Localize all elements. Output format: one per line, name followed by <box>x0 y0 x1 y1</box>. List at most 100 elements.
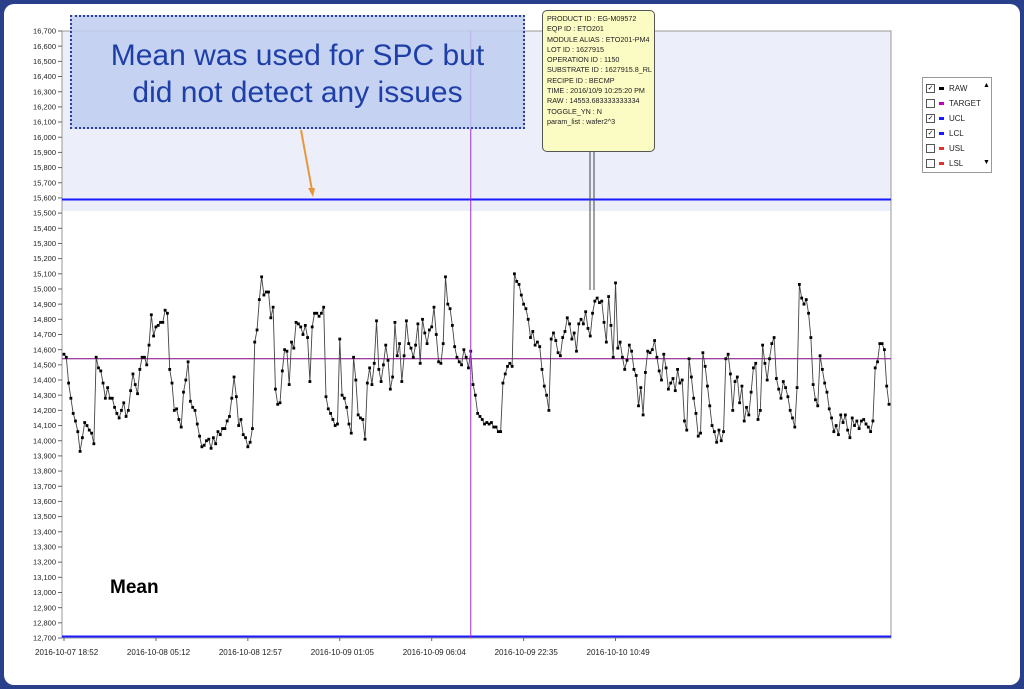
raw-point <box>558 354 562 358</box>
legend-checkbox[interactable]: ✓ <box>926 114 935 123</box>
raw-point <box>448 307 452 311</box>
legend: ✓ RAW TARGET ✓ UCL ✓ LCL USL LSL ▲ ▼ <box>922 77 992 173</box>
y-tick-label: 16,600 <box>33 42 56 51</box>
legend-checkbox[interactable] <box>926 144 935 153</box>
raw-point <box>175 407 178 411</box>
raw-point <box>85 424 89 427</box>
raw-point <box>809 336 813 339</box>
raw-point <box>253 340 257 344</box>
raw-point <box>542 384 546 388</box>
raw-point <box>168 368 172 371</box>
raw-point <box>552 331 555 335</box>
raw-point <box>400 380 404 383</box>
raw-point <box>747 413 751 417</box>
raw-point <box>857 427 861 430</box>
raw-point <box>517 283 521 286</box>
raw-point <box>471 383 475 386</box>
legend-checkbox[interactable] <box>926 159 935 168</box>
raw-point <box>710 424 714 427</box>
raw-point <box>239 418 243 421</box>
raw-point <box>274 387 277 391</box>
raw-point <box>600 299 604 303</box>
scroll-down-icon[interactable]: ▼ <box>983 159 990 166</box>
raw-point <box>685 428 689 432</box>
raw-point <box>588 334 592 338</box>
raw-point <box>515 279 519 283</box>
raw-point <box>726 352 730 356</box>
raw-point <box>839 413 843 417</box>
legend-checkbox[interactable]: ✓ <box>926 84 935 93</box>
raw-point <box>570 337 574 341</box>
raw-point <box>455 355 459 359</box>
raw-point <box>503 372 507 376</box>
raw-point <box>529 336 532 339</box>
raw-point <box>614 281 617 285</box>
x-tick-label: 2016-10-08 05:12 <box>127 648 191 657</box>
y-tick-label: 16,700 <box>33 27 56 36</box>
raw-point <box>441 342 445 346</box>
raw-point <box>172 408 176 412</box>
raw-point <box>170 381 174 385</box>
y-tick-label: 15,900 <box>33 148 56 157</box>
raw-point <box>331 418 335 421</box>
raw-point <box>827 407 831 411</box>
legend-item-lcl[interactable]: ✓ LCL <box>926 126 988 141</box>
raw-point <box>195 422 199 426</box>
legend-checkbox[interactable]: ✓ <box>926 129 935 138</box>
raw-point <box>262 293 266 297</box>
raw-point <box>237 424 241 427</box>
raw-point <box>565 316 569 320</box>
legend-swatch <box>939 102 944 105</box>
scroll-up-icon[interactable]: ▲ <box>983 82 990 89</box>
raw-point <box>722 430 725 434</box>
raw-point <box>703 364 707 368</box>
raw-point <box>878 342 882 346</box>
y-tick-label: 14,600 <box>33 345 56 354</box>
raw-point <box>602 320 606 324</box>
raw-point <box>611 355 615 359</box>
raw-series <box>62 272 891 453</box>
raw-point <box>595 296 599 300</box>
raw-point <box>572 331 576 335</box>
legend-item-ucl[interactable]: ✓ UCL <box>926 111 988 126</box>
raw-point <box>848 436 852 440</box>
tooltip-line: TIME : 2016/10/9 10:25:20 PM <box>547 86 645 96</box>
raw-point <box>655 355 659 359</box>
raw-point <box>462 348 466 352</box>
raw-point <box>538 345 542 349</box>
legend-item-lsl[interactable]: LSL <box>926 156 988 171</box>
tooltip-line: PRODUCT ID : EG-M09572 <box>547 14 637 23</box>
raw-point <box>579 317 583 321</box>
callout-arrow <box>300 129 313 191</box>
y-tick-label: 14,100 <box>33 421 56 430</box>
tooltip-line: LOT ID : 1627915 <box>547 44 605 54</box>
raw-point <box>501 381 505 385</box>
raw-point <box>322 305 326 309</box>
legend-item-usl[interactable]: USL <box>926 141 988 156</box>
raw-point <box>365 381 369 385</box>
raw-point <box>409 346 413 350</box>
raw-point <box>648 351 652 355</box>
legend-checkbox[interactable] <box>926 99 935 108</box>
raw-point <box>499 430 503 434</box>
raw-point <box>545 393 548 397</box>
y-tick-label: 12,700 <box>33 634 56 643</box>
raw-point <box>733 380 737 383</box>
raw-point <box>623 368 627 371</box>
raw-point <box>850 416 854 420</box>
raw-point <box>526 317 530 321</box>
raw-point <box>510 364 514 368</box>
legend-scrollbar[interactable]: ▲ ▼ <box>983 82 990 168</box>
raw-point <box>260 275 264 279</box>
legend-item-target[interactable]: TARGET <box>926 96 988 111</box>
raw-point <box>568 322 571 326</box>
raw-point <box>248 440 252 444</box>
legend-item-raw[interactable]: ✓ RAW <box>926 81 988 96</box>
legend-label: LSL <box>949 159 964 168</box>
raw-point <box>221 427 224 430</box>
y-tick-label: 15,300 <box>33 239 56 248</box>
raw-point <box>577 322 581 326</box>
plot-background-lower <box>62 211 891 638</box>
raw-point <box>609 324 613 327</box>
raw-point <box>251 427 254 430</box>
